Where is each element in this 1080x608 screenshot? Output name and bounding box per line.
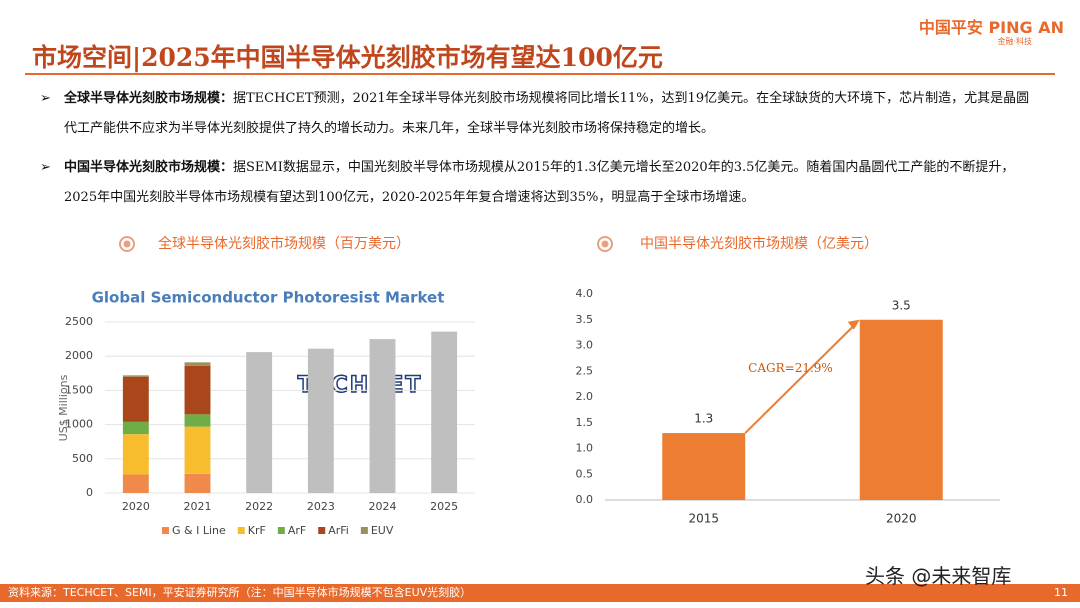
footer: 资料来源：TECHCET、SEMI，平安证券研究所（注：中国半导体市场规模不包含… <box>0 584 1080 602</box>
legend-label: ArF <box>288 524 306 537</box>
y-tick-label: 4.0 <box>576 287 594 300</box>
x-tick-label: 2020 <box>886 512 917 526</box>
bullet: ➢ 中国半导体光刻胶市场规模：据SEMI数据显示，中国光刻胶半导体市场规模从201… <box>40 160 1015 205</box>
trend-arrow <box>744 323 857 434</box>
y-tick-label: 1000 <box>65 418 93 431</box>
y-tick-label: 2.5 <box>576 364 594 377</box>
y-tick-label: 0 <box>86 486 93 499</box>
value-label: 3.5 <box>892 298 911 312</box>
bar-segment <box>184 426 211 474</box>
x-tick-label: 2023 <box>307 500 335 513</box>
slide-title: 市场空间|2025年中国半导体光刻胶市场有望达100亿元 <box>32 43 663 72</box>
x-tick-label: 2024 <box>369 500 397 513</box>
source: 资料来源：TECHCET、SEMI，平安证券研究所（注：中国半导体市场规模不包含… <box>8 586 472 599</box>
bar-segment <box>122 375 149 377</box>
caption-icon <box>123 240 131 248</box>
y-tick-label: 1500 <box>65 383 93 396</box>
bar-segment <box>122 421 149 435</box>
caption-icon <box>119 236 135 252</box>
y-tick-label: 0.0 <box>576 493 594 506</box>
bar <box>859 319 943 500</box>
bar-segment <box>431 331 458 493</box>
x-tick-label: 2020 <box>122 500 150 513</box>
bar-segment <box>122 376 149 422</box>
x-tick-label: 2022 <box>245 500 273 513</box>
bullet: ➢ 全球半导体光刻胶市场规模：据TECHCET预测，2021年全球半导体光刻胶市场… <box>40 91 1030 136</box>
bullet-text: 据TECHCET预测，2021年全球半导体光刻胶市场规模将同比增长11%，达到1… <box>64 91 1030 136</box>
bar-segment <box>184 414 211 427</box>
y-tick-label: 0.5 <box>576 467 594 480</box>
chart-title: Global Semiconductor Photoresist Market <box>92 289 445 307</box>
legend-swatch <box>360 527 368 534</box>
bar-segment <box>184 365 211 415</box>
caption-icon <box>597 236 613 252</box>
bar-segment <box>246 352 273 493</box>
x-tick-label: 2015 <box>688 512 719 526</box>
chart-caption: 中国半导体光刻胶市场规模（亿美元） <box>640 235 878 252</box>
arrow-head <box>847 319 860 330</box>
bullet-lead: 中国半导体光刻胶市场规模： <box>64 160 234 175</box>
y-tick-label: 2000 <box>65 349 93 362</box>
y-tick-label: 500 <box>72 452 93 465</box>
y-tick-label: 1.5 <box>576 416 594 429</box>
y-tick-label: 2.0 <box>576 390 594 403</box>
chart-caption: 全球半导体光刻胶市场规模（百万美元） <box>158 235 410 252</box>
y-tick-label: 2500 <box>65 315 93 328</box>
watermark: 头条 @未来智库 <box>865 564 1012 588</box>
legend-label: G & I Line <box>172 524 226 537</box>
bar-segment <box>122 434 149 475</box>
bar-segment <box>184 473 211 493</box>
bar-segment <box>307 348 334 493</box>
bullet-lead: 全球半导体光刻胶市场规模： <box>64 91 234 106</box>
value-label: 1.3 <box>694 412 713 426</box>
y-axis-label: US$ Millions <box>57 374 70 441</box>
legend-swatch <box>162 527 169 534</box>
bar-segment <box>369 339 396 493</box>
legend-label: KrF <box>248 524 266 537</box>
bullet-text: 据SEMI数据显示，中国光刻胶半导体市场规模从2015年的1.3亿美元增长至20… <box>64 160 1015 205</box>
legend-swatch <box>277 527 285 534</box>
legend-swatch <box>237 527 245 534</box>
title-rule <box>25 73 1055 75</box>
x-tick-label: 2025 <box>430 500 458 513</box>
bar-segment <box>122 474 149 493</box>
annotation: CAGR=21.9% <box>748 361 833 375</box>
y-tick-label: 1.0 <box>576 442 594 455</box>
y-tick-label: 3.5 <box>576 313 594 326</box>
legend-swatch <box>318 527 326 534</box>
page-number: 11 <box>1054 586 1068 599</box>
caption-icon <box>601 240 609 248</box>
legend-label: ArFi <box>328 524 349 537</box>
y-tick-label: 3.0 <box>576 339 594 352</box>
logo-sub: 金融·科技 <box>997 37 1032 46</box>
bar <box>662 433 746 500</box>
logo: 中国平安 PING AN <box>918 18 1064 37</box>
x-tick-label: 2021 <box>184 500 212 513</box>
legend-label: EUV <box>371 524 394 537</box>
bar-segment <box>184 362 211 366</box>
